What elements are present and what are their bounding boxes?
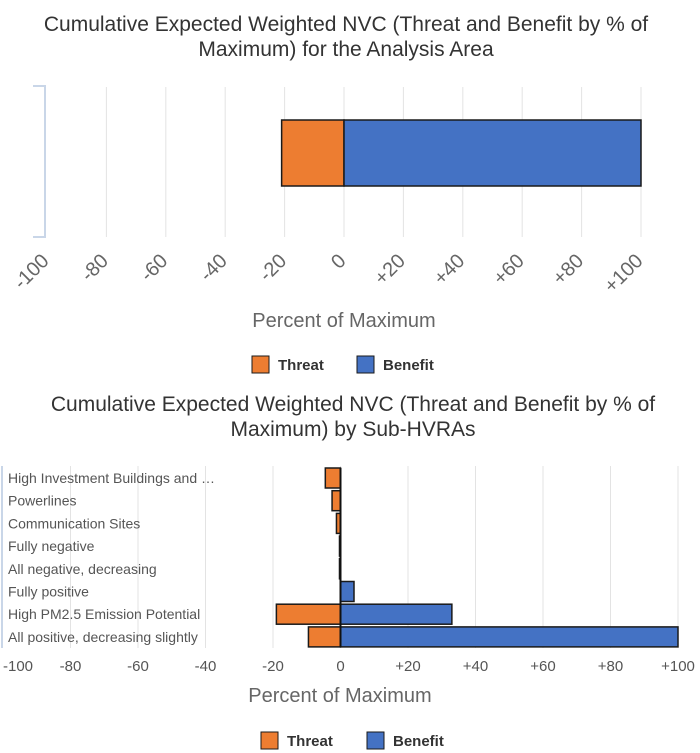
chart1-tick-label: +100: [600, 250, 647, 297]
chart1-tick-label: -20: [255, 250, 291, 286]
chart-analysis-area: Cumulative Expected Weighted NVC (Threat…: [10, 13, 649, 374]
legend-swatch-threat: [260, 731, 279, 750]
chart2-bar-benefit[interactable]: [339, 580, 355, 603]
chart2-tick-label: +100: [661, 658, 695, 675]
chart1-tick-label: +40: [430, 250, 470, 290]
chart1-title-line2: Maximum) for the Analysis Area: [198, 38, 494, 61]
chart2-legend: Threat Benefit: [260, 731, 444, 750]
chart2-title-line2: Maximum) by Sub-HVRAs: [230, 418, 475, 441]
chart1-legend: Threat Benefit: [251, 355, 434, 374]
chart2-bar-benefit[interactable]: [339, 626, 679, 648]
chart2-category-label: Fully negative: [8, 538, 95, 554]
chart1-bar-benefit[interactable]: [343, 119, 642, 187]
chart2-category-label: Fully positive: [8, 584, 89, 600]
legend-swatch-benefit: [366, 731, 385, 750]
chart2-bars: [275, 467, 679, 648]
chart1-tick-label: +80: [549, 250, 589, 290]
chart-sub-hvras: Cumulative Expected Weighted NVC (Threat…: [1, 393, 695, 750]
chart2-category-labels: High Investment Buildings and … Powerline…: [8, 470, 215, 645]
chart2-category-label: High PM2.5 Emission Potential: [8, 606, 200, 622]
chart2-tick-label: +80: [598, 658, 623, 675]
chart1-tick-labels: -100 -80 -60 -40 -20 0 +20 +40 +60 +80 +100: [10, 250, 648, 297]
chart1-category-axis: [33, 85, 46, 238]
chart2-tick-label: +60: [530, 658, 555, 675]
chart1-tick-label: +20: [370, 250, 410, 290]
legend-swatch-threat: [251, 355, 270, 374]
chart2-legend-benefit[interactable]: Benefit: [366, 731, 444, 750]
chart2-category-label: Powerlines: [8, 493, 76, 509]
chart1-bar-threat[interactable]: [280, 119, 345, 187]
chart2-tick-label: -100: [3, 658, 33, 675]
chart2-tick-labels: -100 -80 -60 -40 -20 0 +20 +40 +60 +80 +100: [3, 658, 695, 675]
chart2-tick-label: 0: [336, 658, 344, 675]
chart1-x-axis-label: Percent of Maximum: [252, 310, 435, 332]
chart2-tick-label: +20: [395, 658, 420, 675]
chart2-category-label: All negative, decreasing: [8, 561, 157, 577]
chart1-tick-label: -80: [77, 250, 113, 286]
chart2-tick-label: -60: [127, 658, 149, 675]
legend-label-benefit: Benefit: [393, 733, 444, 750]
chart1-tick-label: -60: [136, 250, 172, 286]
chart2-category-label: Communication Sites: [8, 515, 140, 531]
chart2-x-axis-label: Percent of Maximum: [248, 685, 431, 707]
chart1-tick-label: -100: [10, 250, 54, 294]
chart1-bars: [280, 119, 642, 187]
chart2-tick-label: -40: [195, 658, 217, 675]
chart1-tick-label: -40: [196, 250, 232, 286]
legend-label-threat: Threat: [278, 357, 324, 374]
chart2-bar-threat[interactable]: [331, 489, 342, 512]
chart2-tick-label: +40: [463, 658, 488, 675]
legend-label-threat: Threat: [287, 733, 333, 750]
chart2-tick-label: -80: [60, 658, 82, 675]
legend-swatch-benefit: [356, 355, 375, 374]
chart1-legend-threat[interactable]: Threat: [251, 355, 324, 374]
chart2-title-line1: Cumulative Expected Weighted NVC (Threat…: [51, 393, 655, 416]
chart1-tick-label: +60: [489, 250, 529, 290]
chart2-bar-threat[interactable]: [307, 626, 342, 648]
chart1-tick-label: 0: [327, 250, 350, 273]
chart2-tick-label: -20: [262, 658, 284, 675]
chart2-bar-threat[interactable]: [275, 603, 342, 625]
chart2-legend-threat[interactable]: Threat: [260, 731, 333, 750]
chart2-bar-benefit[interactable]: [339, 603, 453, 625]
chart2-bar-threat[interactable]: [324, 467, 342, 489]
legend-label-benefit: Benefit: [383, 357, 434, 374]
chart2-category-label: All positive, decreasing slightly: [8, 629, 198, 645]
chart2-gridlines: [70, 466, 679, 648]
chart2-category-label: High Investment Buildings and …: [8, 470, 215, 486]
chart1-title-line1: Cumulative Expected Weighted NVC (Threat…: [44, 13, 648, 36]
chart1-legend-benefit[interactable]: Benefit: [356, 355, 434, 374]
